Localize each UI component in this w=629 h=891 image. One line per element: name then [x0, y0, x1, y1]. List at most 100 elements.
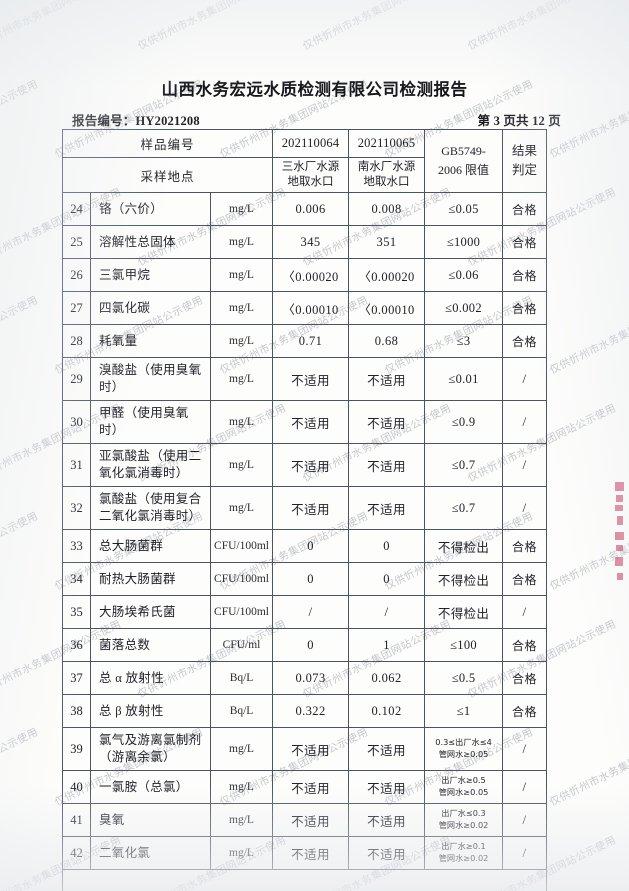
row-index: 39 [62, 727, 91, 772]
standard-limit: ≤0.5 [424, 661, 504, 696]
sample-1-value: 0 [272, 562, 350, 597]
sample-1-value: 不适用 [272, 836, 350, 871]
parameter-unit: Bq/L [209, 694, 274, 729]
standard-limit: ≤0.9 [424, 400, 504, 445]
table-row: 24 铬（六价） mg/L 0.006 0.008 ≤0.05 合格 [62, 192, 548, 227]
sample-2-value: 不适用 [348, 443, 426, 488]
watermark-text: 仅供忻州市水务集团网站公示使用 [0, 294, 41, 377]
row-index: 38 [62, 694, 91, 729]
result-judgement: / [502, 400, 548, 445]
sample-1-value: / [272, 595, 350, 630]
parameter-name: 氯气及游离氯制剂（游离余氯） [90, 727, 211, 772]
sample-2-value: 0 [348, 529, 426, 564]
result-judgement: / [502, 836, 548, 871]
result-judgement: / [502, 443, 548, 488]
sample-2-value: / [348, 595, 426, 630]
result-judgement: 合格 [502, 192, 548, 227]
row-index: 24 [62, 192, 91, 227]
row-index: 36 [62, 628, 91, 663]
parameter-unit: mg/L [209, 400, 274, 445]
watermark-text: 仅供忻州市水务集团网站公示使用 [0, 0, 124, 53]
sample-1-value: 〈0.00020 [272, 258, 350, 293]
watermark-text: 仅供忻州市水务集团网站公示使用 [465, 0, 619, 53]
sample-2-value: 不适用 [348, 486, 426, 531]
parameter-name: 四氯化碳 [90, 291, 211, 326]
standard-limit: 出厂水≥0.5 管网水≥0.05 [424, 770, 504, 805]
table-row: 26 三氯甲烷 mg/L 〈0.00020 〈0.00020 ≤0.06 合格 [62, 258, 548, 293]
result-judgement: / [502, 595, 548, 630]
header-site-2: 南水厂水源 地取水口 [348, 156, 426, 194]
sample-2-value: 0 [348, 562, 426, 597]
table-body: 24 铬（六价） mg/L 0.006 0.008 ≤0.05 合格 25 溶解性总固体 mg/L… [62, 192, 548, 871]
report-number: 报告编号：HY2021208 [72, 114, 200, 128]
result-judgement: / [502, 486, 548, 531]
standard-limit: 不得检出 [424, 562, 504, 597]
parameter-unit: mg/L [209, 486, 274, 531]
header-standard-limit: GB5749- 2006 限值 [424, 128, 504, 194]
page-number: 第 3 页共 12 页 [477, 114, 561, 128]
result-judgement: / [502, 727, 548, 772]
results-table-wrapper: 样品编号 202110064 202110065 GB5749- 2006 限值… [61, 128, 548, 891]
table-row: 41 臭氧 mg/L 不适用 不适用 出厂水≤0.3 管网水≥0.02/ [62, 803, 548, 838]
result-judgement: 合格 [502, 628, 548, 663]
table-row: 36 菌落总数 CFU/ml 0 1 ≤100 合格 [62, 628, 548, 663]
parameter-name: 一氯胺（总氯） [90, 770, 211, 805]
row-index: 26 [62, 258, 91, 293]
result-judgement: 合格 [502, 562, 548, 597]
sample-2-value: 不适用 [348, 770, 426, 805]
standard-limit: 0.3≤出厂水≤4 管网水≥0.05 [424, 727, 504, 772]
table-row: 38 总 β 放射性 Bq/L 0.322 0.102 ≤1 合格 [62, 694, 548, 729]
sample-2-value: 351 [348, 225, 426, 260]
header-sample-id-label: 样品编号 [61, 129, 274, 158]
sample-1-value: 345 [272, 225, 350, 260]
standard-limit: 不得检出 [424, 595, 504, 630]
header-sample-id-2: 202110065 [348, 129, 426, 158]
row-index: 27 [62, 291, 91, 326]
standard-limit: ≤0.7 [424, 443, 504, 488]
table-row: 27 四氯化碳 mg/L 〈0.00010 〈0.00010 ≤0.002 合格 [62, 291, 548, 326]
sample-2-value: 〈0.00020 [348, 258, 426, 293]
parameter-name: 耐热大肠菌群 [90, 562, 211, 597]
sample-1-value: 〈0.00010 [272, 291, 350, 326]
parameter-name: 氯酸盐（使用复合二氧化氯消毒时） [90, 486, 211, 531]
sample-2-value: 0.062 [348, 661, 426, 696]
watermark-text: 仅供忻州市水务集团网站公示使用 [547, 294, 629, 377]
parameter-unit: mg/L [209, 357, 274, 402]
sample-2-value: 0.68 [348, 324, 426, 359]
parameter-unit: mg/L [209, 258, 274, 293]
header-standard-line2: 2006 限值 [438, 163, 490, 178]
sample-2-value: 0.102 [348, 694, 426, 729]
table-row: 28 耗氧量 mg/L 0.71 0.68 ≤3 合格 [62, 324, 548, 359]
sample-1-value: 0.322 [272, 694, 350, 729]
header-site-1-line2: 地取水口 [287, 176, 334, 189]
table-row: 35 大肠埃希氏菌 CFU/100ml / / 不得检出 / [62, 595, 548, 630]
sample-1-value: 0 [272, 628, 350, 663]
parameter-unit: mg/L [209, 324, 274, 359]
parameter-unit: CFU/ml [209, 628, 274, 663]
standard-limit: ≤0.002 [424, 291, 504, 326]
sample-1-value: 不适用 [272, 486, 350, 531]
table-row: 40 一氯胺（总氯） mg/L 不适用 不适用 出厂水≥0.5 管网水≥0.05/ [62, 770, 548, 805]
sample-1-value: 不适用 [272, 803, 350, 838]
result-judgement: 合格 [502, 258, 548, 293]
table-row: 42 二氧化氯 mg/L 不适用 不适用 出厂水≥0.1 管网水≥0.02/ [62, 836, 548, 871]
table-row: 29 溴酸盐（使用臭氧时） mg/L 不适用 不适用 ≤0.01/ [62, 357, 548, 402]
sample-2-value: 不适用 [348, 400, 426, 445]
header-sampling-site-label: 采样地点 [61, 156, 274, 194]
sample-1-value: 0.073 [272, 661, 350, 696]
row-index: 34 [62, 562, 91, 597]
sample-2-value: 0.008 [348, 192, 426, 227]
watermark-text: 仅供忻州市水务集团网站公示使用 [0, 726, 41, 809]
parameter-unit: mg/L [209, 803, 274, 838]
red-seal-fragment [615, 482, 624, 580]
parameter-name: 亚氯酸盐（使用二氧化氯消毒时） [90, 443, 211, 488]
header-site-1: 三水厂水源 地取水口 [272, 156, 350, 194]
watermark-text: 仅供忻州市水务集团网站公示使用 [547, 726, 629, 809]
table-row: 33 总大肠菌群 CFU/100ml 0 0 不得检出 合格 [62, 529, 548, 564]
sample-2-value: 1 [348, 628, 426, 663]
result-judgement: / [502, 357, 548, 402]
result-judgement: 合格 [502, 225, 548, 260]
standard-limit: ≤0.01 [424, 357, 504, 402]
row-index: 32 [62, 486, 91, 531]
watermark-text: 仅供忻州市水务集团网站公示使用 [547, 510, 629, 593]
